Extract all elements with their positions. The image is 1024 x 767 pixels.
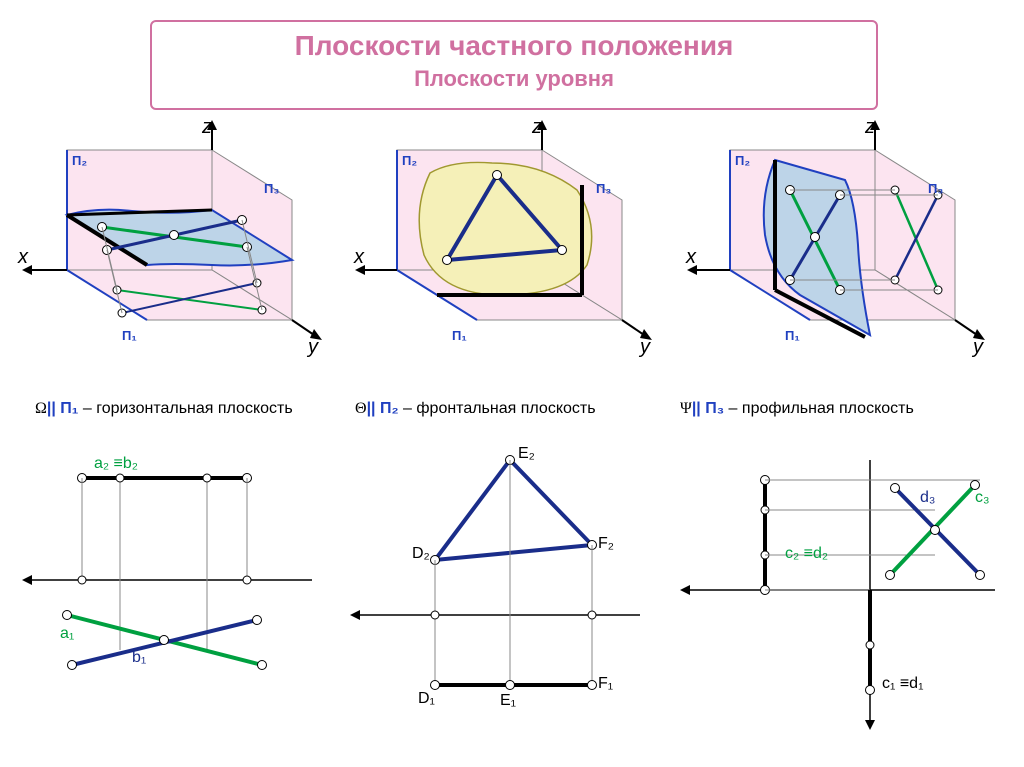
label-F1: F₁ xyxy=(598,675,613,692)
svg-text:П₃: П₃ xyxy=(596,181,611,196)
epure-frontal: D₂ E₂ F₂ D₁ E₁ F₁ xyxy=(340,440,660,755)
label-b1: b₁ xyxy=(132,649,146,666)
iso-profile-plane: z х у П₂ П₃ П₁ xyxy=(680,115,1010,395)
label-E1: E₁ xyxy=(500,692,516,709)
epure-horizontal: a₂ ≡b₂ a₁ b₁ xyxy=(12,440,332,755)
p2-label: П₂ xyxy=(72,153,87,168)
label-E2: E₂ xyxy=(518,445,535,462)
axis-x-label: х xyxy=(17,246,29,268)
svg-text:П₂: П₂ xyxy=(735,153,750,168)
title-box: Плоскости частного положения Плоскости у… xyxy=(150,20,878,110)
svg-text:z: z xyxy=(531,116,542,138)
iso-horizontal-plane: z х у П₂ П₃ П₁ xyxy=(12,115,342,395)
svg-text:П₁: П₁ xyxy=(785,328,800,343)
svg-text:z: z xyxy=(864,116,875,138)
label-c2d2: c₂ ≡d₂ xyxy=(785,545,828,562)
p1-label: П₁ xyxy=(122,328,137,343)
title-main: Плоскости частного положения xyxy=(152,30,876,62)
p3-label: П₃ xyxy=(264,181,279,196)
svg-text:П₁: П₁ xyxy=(452,328,467,343)
svg-text:х: х xyxy=(685,246,697,268)
epure-profile: c₂ ≡d₂ d₃ c₃ c₁ ≡d₁ xyxy=(670,440,1010,755)
label-D2: D₂ xyxy=(412,545,430,562)
caption-left: Ω|| П₁ – горизонтальная плоскость xyxy=(35,400,315,418)
svg-text:П₃: П₃ xyxy=(928,181,943,196)
label-a1: a₁ xyxy=(60,625,74,642)
svg-text:П₂: П₂ xyxy=(402,153,417,168)
axis-z-label: z xyxy=(201,116,212,138)
label-c3: c₃ xyxy=(975,489,990,506)
label-a2b2: a₂ ≡b₂ xyxy=(94,455,138,472)
svg-text:х: х xyxy=(353,246,365,268)
label-c1d1: c₁ ≡d₁ xyxy=(882,675,923,692)
caption-right: Ψ|| П₃ – профильная плоскость xyxy=(680,400,960,418)
label-D1: D₁ xyxy=(418,690,435,707)
label-d3: d₃ xyxy=(920,489,935,506)
caption-mid: Θ|| П₂ – фронтальная плоскость xyxy=(355,400,635,418)
iso-frontal-plane: z х у П₂ П₃ П₁ xyxy=(352,115,672,395)
label-F2: F₂ xyxy=(598,535,614,552)
svg-text:у: у xyxy=(638,336,651,358)
title-subtitle: Плоскости уровня xyxy=(152,66,876,92)
svg-text:у: у xyxy=(971,336,984,358)
axis-y-label: у xyxy=(306,336,319,358)
